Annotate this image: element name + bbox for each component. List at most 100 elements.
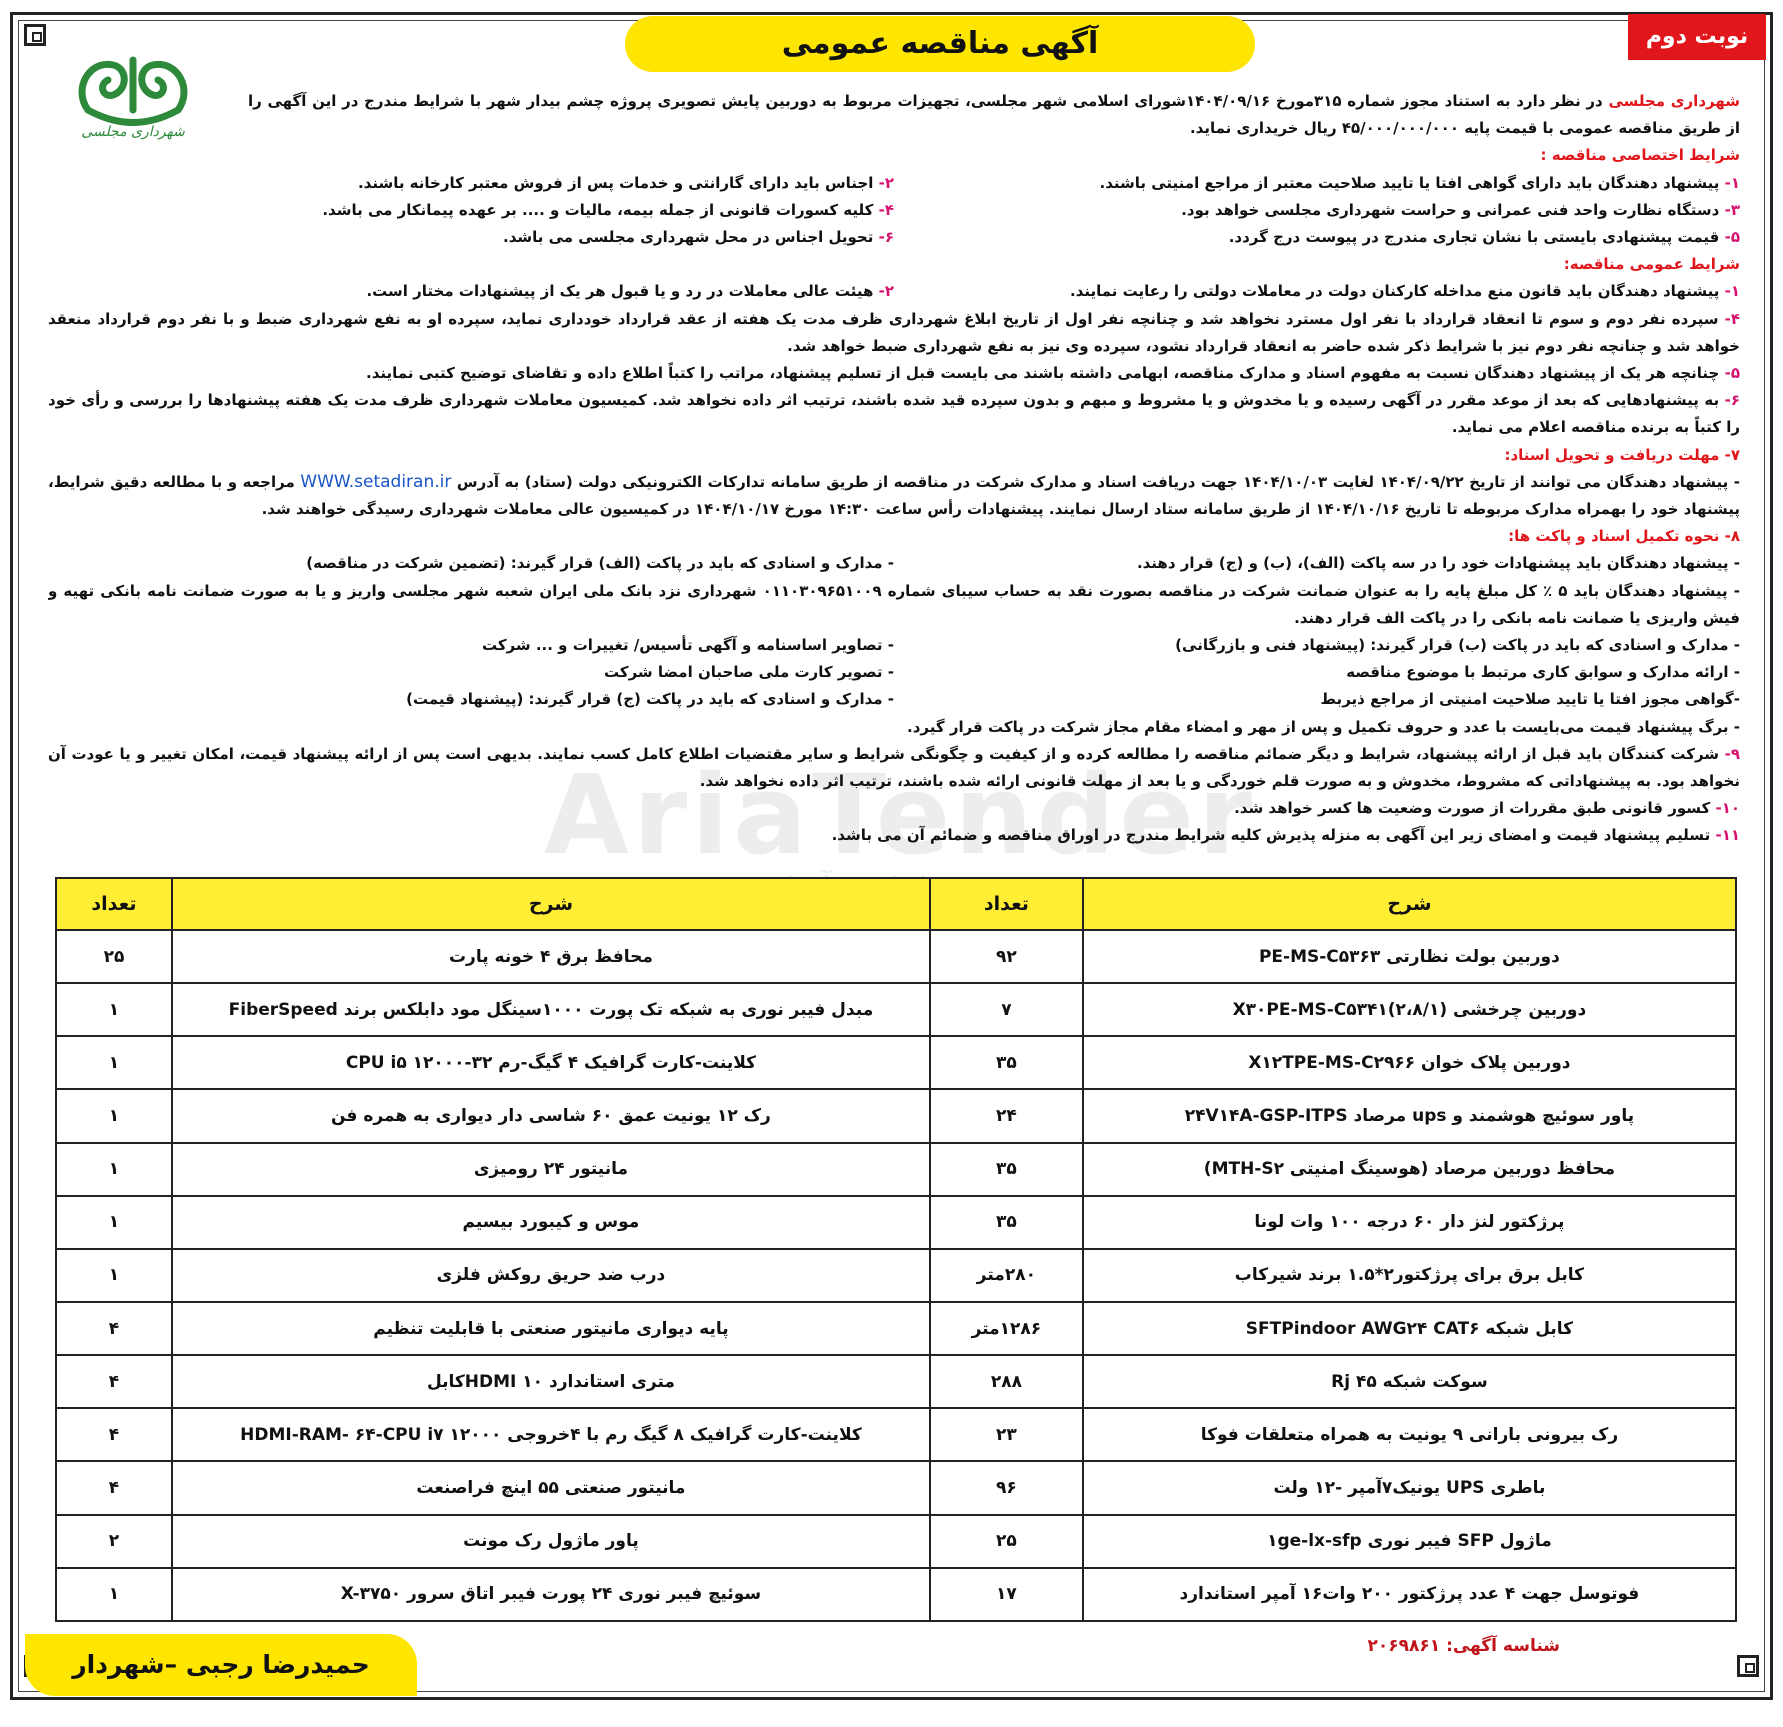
item-text: - مدارک و اسنادی که باید در پاکت (ج) قرا… [406,690,894,709]
table-cell: ۳۵ [928,1141,1084,1197]
table-cell: ۲ [55,1513,173,1569]
table-cell: ۱ [55,1088,173,1144]
section-heading: ۸- نحوه تکمیل اسناد و پاکت ها: [1508,527,1740,546]
item: - مدارک و اسنادی که باید در پاکت (ج) قرا… [48,686,894,713]
header-cell: شرح [170,877,931,931]
item-text: مراجعه و با مطالعه دقیق شرایط، پیشنهاد خ… [48,472,1740,519]
table-row: سوکت شبکه Rj ۴۵ ۲۸۸ متری استاندارد HDMI ۱۰… [55,1354,1738,1410]
table-cell: دوربین بولت نظارتی PE-MS-C۵۳۶۳ [1081,928,1738,985]
item-number: ۶- [878,228,894,247]
table-cell: سوئیچ فیبر نوری ۲۴ پورت فیبر اتاق سرور X… [170,1566,931,1623]
header-cell: تعداد [928,877,1084,931]
item: ۶- به پیشنهادهایی که بعد از موعد مقرر در… [48,387,1740,441]
body: شهرداری مجلسی در نظر دارد به استناد مجوز… [48,88,1740,868]
table-row: کابل شبکه SFTPindoor AWG۲۴ CAT۶ ۱۲۸۶متر پا… [55,1300,1738,1357]
table-row: کابل برق برای پرژکتور۲*۱.۵ برند شیرکاب ۲۸… [55,1247,1738,1303]
table-cell: رک ۱۲ یونیت عمق ۶۰ شاسی دار دیواری به هم… [170,1088,931,1144]
table-cell: پرژکتور لنز دار ۶۰ درجه ۱۰۰ وات لونا [1081,1194,1738,1250]
item: ۲- اجناس باید دارای گارانتی و خدمات پس ا… [48,170,894,197]
item: ۵- قیمت پیشنهادی بایستی با نشان تجاری من… [894,224,1740,251]
item-text: تحویل اجناس در محل شهرداری مجلسی می باشد… [503,228,874,247]
table-cell: کلاینت-کارت گرافیک ۸ گیگ رم با ۴خروجی HD… [170,1407,931,1463]
table-cell: ۹۲ [928,928,1084,985]
table-cell: رک بیرونی بارانی ۹ یونیت به همراه متعلقا… [1081,1407,1738,1463]
table-cell: ۱ [55,1035,173,1091]
item-text: پیشنهاد دهندگان باید دارای گواهی افتا یا… [1099,173,1720,192]
item-text: -گواهی مجوز افتا یا تایید صلاحیت امنیتی … [1320,690,1741,709]
table-cell: ۲۳ [928,1407,1084,1463]
item-number: ۱- [1724,282,1740,301]
table-cell: ۲۸۰متر [928,1247,1084,1303]
item: - پیشنهاد دهندگان باید ۵ ٪ کل مبلغ پایه … [48,578,1740,632]
item: ۴- سپرده نفر دوم و سوم تا انعقاد قرارداد… [48,306,1740,360]
table-row: باطری UPS یونیک۷آمپر -۱۲ ولت ۹۶ مانیتور صن… [55,1460,1738,1516]
item-text: پیشنهاد دهندگان باید قانون منع مداخله کا… [1069,282,1720,301]
table-cell: ۳۵ [928,1194,1084,1250]
logo [78,56,188,126]
table-cell: ۱ [55,1141,173,1197]
item-text: - پیشنهاد دهندگان باید پیشنهادات خود را … [1136,554,1740,573]
item-number: ۴- [1724,309,1740,328]
table-cell: محافظ دوربین مرصاد (هوسینگ امنیتی MTH-S۲… [1081,1141,1738,1197]
item-number: ۵- [1724,228,1740,247]
table-cell: ۴ [55,1300,173,1357]
table-cell: باطری UPS یونیک۷آمپر -۱۲ ولت [1081,1460,1738,1516]
item-text: - برگ پیشنهاد قیمت می‌بایست با عدد و حرو… [907,717,1740,736]
item: ۹- شرکت کنندگان باید قبل از ارائه پیشنها… [48,741,1740,795]
item-text: کسور قانونی طبق مقررات از صورت وضعیت ها … [1234,799,1711,818]
item-number: ۱۰- [1715,799,1740,818]
item-pair: ۱- پیشنهاد دهندگان باید دارای گواهی افتا… [48,170,1740,197]
item-pair: ۱- پیشنهاد دهندگان باید قانون منع مداخله… [48,278,1740,305]
item-text: - مدارک و اسنادی که باید در پاکت (ب) قرا… [1175,636,1740,655]
table-cell: ماژول SFP فیبر نوری ۱ge-lx-sfp [1081,1513,1738,1569]
table-cell: ۷ [928,982,1084,1038]
item-number: ۶- [1724,391,1740,410]
header-row: شرح تعداد شرح تعداد [55,877,1738,931]
item-number: ۳- [1724,200,1740,219]
item-number: ۲- [878,282,894,301]
round-badge: نوبت دوم [1628,14,1766,60]
item-text: اجناس باید دارای گارانتی و خدمات پس از ف… [357,173,874,192]
item-number: ۲- [878,173,894,192]
item-text: کلیه کسورات قانونی از جمله بیمه، مالیات … [322,200,874,219]
item: - مدارک و اسنادی که باید در پاکت (الف) ق… [48,550,894,577]
table-cell: پایه دیواری مانیتور صنعتی با قابلیت تنظی… [170,1300,931,1357]
table-cell: ۳۵ [928,1035,1084,1091]
item-pair: - پیشنهاد دهندگان باید پیشنهادات خود را … [48,550,1740,577]
item-text: هیئت عالی معاملات در رد و یا قبول هر یک … [366,282,874,301]
ad-id: شناسه آگهی: ۲۰۶۹۸۶۱ [1300,1636,1560,1656]
table-cell: ۱ [55,1194,173,1250]
table-cell: ۴ [55,1407,173,1463]
link: WWW.setadiran.ir [300,471,452,492]
item-pair: ۳- دستگاه نظارت واحد فنی عمرانی و حراست … [48,197,1740,224]
items-table: شرح تعداد شرح تعداد دوربین بولت نظارتی PE-MS… [55,877,1738,1623]
item-text: به پیشنهادهایی که بعد از موعد مقرر در آگ… [48,391,1740,437]
table-cell: ۱۲۸۶متر [928,1300,1084,1357]
table-row: پرژکتور لنز دار ۶۰ درجه ۱۰۰ وات لونا ۳۵ مو… [55,1194,1738,1250]
item-text: دستگاه نظارت واحد فنی عمرانی و حراست شهر… [1181,200,1720,219]
table-cell: پاور ماژول رک مونت [170,1513,931,1569]
item-pair: ۵- قیمت پیشنهادی بایستی با نشان تجاری من… [48,224,1740,251]
item: ۱- پیشنهاد دهندگان باید دارای گواهی افتا… [894,170,1740,197]
table-cell: ۱۷ [928,1566,1084,1623]
item-number: ۴- [878,200,894,219]
table-row: ماژول SFP فیبر نوری ۱ge-lx-sfp ۲۵ پاور ماژ… [55,1513,1738,1569]
table-cell: درب ضد حریق روکش فلزی [170,1247,931,1303]
item-text: - تصویر کارت ملی صاحبان امضا شرکت [603,663,894,682]
table-row: محافظ دوربین مرصاد (هوسینگ امنیتی MTH-S۲… [55,1141,1738,1197]
corner [24,24,46,46]
table-row: دوربین پلاک خوان X۱۲TPE-MS-C۲۹۶۶ ۳۵ کلاینت… [55,1035,1738,1091]
header-cell: شرح [1081,877,1738,931]
table-cell: ۱ [55,982,173,1038]
table-cell: ۲۴ [928,1088,1084,1144]
table-cell: موس و کیبورد بیسیم [170,1194,931,1250]
ad-id-label: شناسه آگهی: [1446,1636,1560,1656]
item-text: تسلیم پیشنهاد قیمت و امضای زیر این آگهی … [831,826,1711,845]
table-cell: کابل شبکه SFTPindoor AWG۲۴ CAT۶ [1081,1300,1738,1357]
item: - مدارک و اسنادی که باید در پاکت (ب) قرا… [894,632,1740,659]
item: - تصاویر اساسنامه و آگهی تأسیس/ تغییرات … [48,632,894,659]
signature: حمیدرضا رجبی –شهردار [25,1634,417,1696]
table-cell: مانیتور ۲۴ رومیزی [170,1141,931,1197]
table-cell: مبدل فیبر نوری به شبکه تک پورت ۱۰۰۰سینگل… [170,982,931,1038]
table-row: پاور سوئیچ هوشمند و ups مرصاد ۲۴V۱۴A-GSP… [55,1088,1738,1144]
